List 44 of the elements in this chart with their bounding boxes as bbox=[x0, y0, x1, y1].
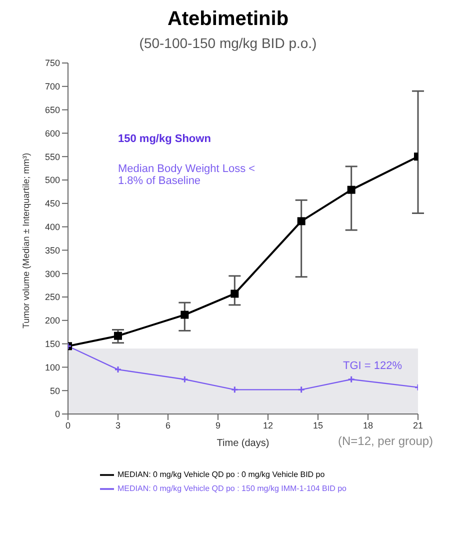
y-tick-label: 500 bbox=[44, 175, 60, 186]
point bbox=[114, 366, 122, 374]
legend-label: MEDIAN: 0 mg/kg Vehicle QD po : 150 mg/kg IMM-1-104 BID po bbox=[118, 484, 346, 494]
text: (N=12, per group) bbox=[338, 434, 434, 448]
legend-label: MEDIAN: 0 mg/kg Vehicle QD po : 0 mg/kg Vehicle BID po bbox=[118, 470, 325, 480]
x-tick-label: 3 bbox=[115, 420, 121, 430]
annotation: 150 mg/kg Shown bbox=[118, 133, 211, 145]
x-tick-label: 21 bbox=[412, 420, 424, 430]
y-tick-label: 700 bbox=[44, 82, 60, 92]
point bbox=[114, 332, 122, 340]
annotation: TGI = 122% bbox=[343, 360, 402, 372]
y-tick-label: 600 bbox=[44, 128, 60, 138]
y-tick-label: 0 bbox=[54, 409, 60, 420]
y-tick-label: 200 bbox=[44, 316, 60, 326]
x-tick-label: 15 bbox=[312, 420, 324, 430]
y-tick-label: 550 bbox=[44, 152, 60, 162]
y-tick-label: 650 bbox=[44, 104, 60, 115]
x-axis-title: Time (days) bbox=[216, 438, 270, 449]
point bbox=[230, 290, 239, 298]
annotation: Median Body Weight Loss < 1.8% of Baseline bbox=[118, 163, 256, 187]
point bbox=[230, 386, 238, 394]
x-tick-label: 6 bbox=[165, 420, 171, 430]
point bbox=[347, 186, 356, 194]
x-tick-label: 18 bbox=[362, 420, 374, 430]
y-tick-label: 350 bbox=[44, 245, 60, 256]
y-tick-label: 750 bbox=[44, 58, 60, 68]
point bbox=[180, 310, 189, 319]
point bbox=[180, 376, 188, 384]
y-tick-label: 450 bbox=[44, 198, 60, 209]
y-axis-title: Tumor volume (Median ± Interquartile; mm³) bbox=[21, 152, 32, 328]
chart-title: Atebimetinib bbox=[166, 8, 290, 31]
chart-subtitle: (50-100-150 mg/kg BID p.o.) bbox=[138, 35, 318, 51]
point bbox=[297, 217, 306, 226]
x-tick-label: 0 bbox=[65, 420, 71, 430]
y-tick-label: 100 bbox=[44, 362, 60, 372]
x-tick-label: 12 bbox=[262, 420, 274, 430]
y-tick-label: 300 bbox=[44, 268, 60, 279]
x-tick-label: 9 bbox=[215, 420, 221, 430]
y-tick-label: 50 bbox=[50, 386, 60, 396]
y-tick-label: 400 bbox=[44, 222, 60, 232]
y-tick-label: 150 bbox=[44, 338, 60, 349]
point bbox=[298, 386, 306, 394]
y-tick-label: 250 bbox=[44, 292, 60, 302]
point bbox=[348, 376, 356, 384]
